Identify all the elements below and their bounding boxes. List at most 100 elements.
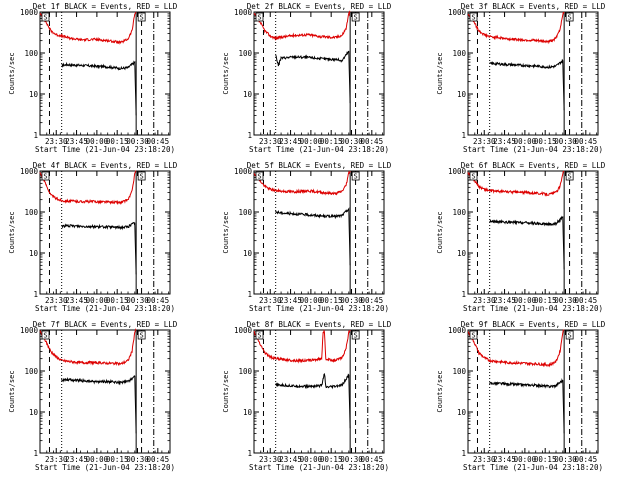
series-lld — [467, 170, 565, 197]
s-marker-box — [469, 171, 478, 181]
y-axis-label: Counts/sec — [222, 370, 230, 412]
s-marker-label: S — [43, 14, 47, 22]
y-tick-label: 10 — [243, 408, 253, 417]
x-tick-label: 00:45 — [575, 296, 598, 305]
y-tick-label: 1 — [247, 290, 252, 299]
x-tick-label: 00:00 — [300, 296, 323, 305]
y-axis-label: Counts/sec — [8, 52, 16, 94]
x-tick-label: 00:15 — [320, 296, 343, 305]
y-tick-label: 10 — [457, 249, 467, 258]
s-marker-box — [469, 330, 478, 340]
x-tick-label: 23:30 — [473, 455, 496, 464]
x-axis-label: Start Time (21-Jun-04 23:18:20) — [463, 145, 603, 154]
x-tick-label: 00:00 — [300, 137, 323, 146]
plot-frame — [467, 11, 599, 136]
plot-frame — [253, 170, 385, 295]
x-tick-label: 00:15 — [320, 137, 343, 146]
x-tick-label: 23:30 — [259, 455, 282, 464]
series-lld — [467, 329, 565, 368]
s-marker-label: S — [568, 173, 572, 181]
x-tick-label: 23:30 — [473, 296, 496, 305]
x-axis-label: Start Time (21-Jun-04 23:18:20) — [463, 304, 603, 313]
series-events — [489, 215, 565, 270]
s-marker-label: S — [140, 332, 144, 340]
x-tick-label: 00:00 — [86, 455, 109, 464]
y-tick-label: 1000 — [20, 167, 39, 176]
x-tick-label: 00:15 — [534, 137, 557, 146]
s-marker-box — [351, 330, 360, 340]
s-marker-label: S — [257, 173, 261, 181]
plot-title: Det 7f BLACK = Events, RED = LLD — [33, 320, 178, 329]
s-marker-label: S — [354, 332, 358, 340]
x-tick-label: 23:45 — [279, 137, 302, 146]
s-marker-label: S — [257, 14, 261, 22]
plot-title: Det 3f BLACK = Events, RED = LLD — [461, 2, 606, 11]
s-marker-label: S — [471, 332, 475, 340]
x-tick-label: 00:15 — [106, 455, 129, 464]
plot-frame — [253, 329, 385, 454]
y-tick-label: 1 — [33, 131, 38, 140]
detector-plot-7: Det 7f BLACK = Events, RED = LLD 1 10 100 10… — [8, 320, 178, 472]
x-axis-label: Start Time (21-Jun-04 23:18:20) — [249, 304, 389, 313]
s-marker-box — [41, 330, 50, 340]
s-marker-label: S — [140, 14, 144, 22]
plot-frame — [467, 170, 599, 295]
y-tick-label: 1 — [461, 449, 466, 458]
x-tick-label: 00:00 — [300, 455, 323, 464]
x-tick-label: 00:15 — [534, 455, 557, 464]
y-axis-label: Counts/sec — [436, 52, 444, 94]
series-events — [275, 50, 351, 104]
plot-frame — [39, 170, 171, 295]
x-tick-label: 00:30 — [340, 137, 363, 146]
s-marker-box — [565, 12, 574, 22]
y-tick-label: 1 — [33, 290, 38, 299]
y-tick-label: 1 — [461, 131, 466, 140]
detector-plot-5: Det 5f BLACK = Events, RED = LLD 1 10 100 10… — [222, 161, 392, 313]
plot-frame — [39, 11, 171, 136]
y-tick-label: 1000 — [448, 326, 467, 335]
y-tick-label: 100 — [238, 49, 252, 58]
series-lld — [39, 11, 137, 45]
detector-plot-9: Det 9f BLACK = Events, RED = LLD 1 10 100 10… — [436, 320, 606, 472]
y-axis-label: Counts/sec — [222, 211, 230, 253]
x-tick-label: 00:45 — [575, 137, 598, 146]
plot-title: Det 4f BLACK = Events, RED = LLD — [33, 161, 178, 170]
x-tick-label: 23:30 — [45, 455, 68, 464]
series-lld — [467, 11, 565, 45]
s-marker-label: S — [43, 173, 47, 181]
detector-plot-3: Det 3f BLACK = Events, RED = LLD 1 10 100 10… — [436, 2, 606, 154]
series-lld — [253, 10, 351, 41]
y-tick-label: 100 — [238, 367, 252, 376]
s-marker-box — [41, 12, 50, 22]
s-marker-box — [255, 330, 264, 340]
y-tick-label: 100 — [452, 49, 466, 58]
plot-frame — [39, 329, 171, 454]
y-tick-label: 1000 — [448, 8, 467, 17]
x-tick-label: 00:45 — [147, 137, 170, 146]
s-marker-label: S — [568, 332, 572, 340]
y-tick-label: 100 — [452, 208, 466, 217]
s-marker-box — [41, 171, 50, 181]
y-tick-label: 1000 — [234, 8, 253, 17]
x-tick-label: 00:00 — [514, 455, 537, 464]
x-tick-label: 00:00 — [86, 137, 109, 146]
x-tick-label: 23:45 — [65, 455, 88, 464]
x-tick-label: 00:30 — [126, 296, 149, 305]
y-tick-label: 1000 — [20, 326, 39, 335]
y-tick-label: 100 — [24, 49, 38, 58]
x-tick-label: 00:45 — [147, 296, 170, 305]
series-events — [489, 58, 565, 111]
detector-plot-1: Det 1f BLACK = Events, RED = LLD 1 10 100 10… — [8, 2, 178, 154]
s-marker-box — [351, 12, 360, 22]
x-axis-label: Start Time (21-Jun-04 23:18:20) — [35, 463, 175, 472]
s-marker-box — [565, 330, 574, 340]
x-axis-label: Start Time (21-Jun-04 23:18:20) — [35, 145, 175, 154]
x-tick-label: 00:30 — [554, 455, 577, 464]
s-marker-label: S — [354, 173, 358, 181]
y-tick-label: 10 — [29, 408, 39, 417]
x-tick-label: 00:30 — [126, 137, 149, 146]
series-events — [275, 207, 351, 266]
y-tick-label: 1000 — [448, 167, 467, 176]
s-marker-label: S — [257, 332, 261, 340]
s-marker-label: S — [140, 173, 144, 181]
